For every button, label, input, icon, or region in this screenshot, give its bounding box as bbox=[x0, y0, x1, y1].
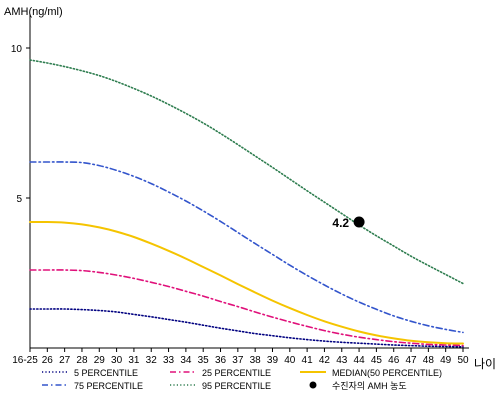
x-tick-label: 46 bbox=[388, 355, 400, 366]
x-tick-label: 34 bbox=[180, 355, 192, 366]
legend-label: 25 PERCENTILE bbox=[202, 368, 271, 378]
x-tick-label: 30 bbox=[111, 355, 123, 366]
x-tick-label: 38 bbox=[250, 355, 262, 366]
legend: 5 PERCENTILE 25 PERCENTILE MEDIAN(50 PERCE… bbox=[42, 368, 442, 391]
x-tick-label: 29 bbox=[94, 355, 106, 366]
x-tick-label: 48 bbox=[423, 355, 435, 366]
x-tick-label: 40 bbox=[284, 355, 296, 366]
x-tick-label: 50 bbox=[457, 355, 469, 366]
x-tick-label: 42 bbox=[319, 355, 331, 366]
x-tick-label: 43 bbox=[336, 355, 348, 366]
x-tick-label: 16-25 bbox=[12, 355, 38, 366]
legend-label-patient: 수진자의 AMH 농도 bbox=[332, 381, 407, 391]
y-tick-label: 5 bbox=[16, 194, 22, 205]
x-tick-label: 41 bbox=[302, 355, 314, 366]
patient-point-label: 4.2 bbox=[332, 216, 349, 230]
x-tick-label: 26 bbox=[42, 355, 54, 366]
x-tick-label: 32 bbox=[146, 355, 158, 366]
x-tick-label: 31 bbox=[128, 355, 140, 366]
patient-point-marker bbox=[353, 216, 365, 228]
series-line-75-percentile bbox=[29, 161, 464, 334]
y-tick-label: 10 bbox=[11, 44, 23, 55]
y-axis-label: AMH(ng/ml) bbox=[4, 6, 63, 18]
x-axis-label: 나이 bbox=[474, 357, 496, 371]
legend-label: 5 PERCENTILE bbox=[74, 368, 138, 378]
series-line-median-50-percentile bbox=[29, 220, 464, 345]
legend-swatch-patient bbox=[309, 381, 317, 389]
x-tick-label: 33 bbox=[163, 355, 175, 366]
x-tick-label: 28 bbox=[76, 355, 88, 366]
x-tick-label: 36 bbox=[215, 355, 227, 366]
x-tick-label: 27 bbox=[59, 355, 71, 366]
x-tick-label: 35 bbox=[198, 355, 210, 366]
axes: 5 10 16-25 26 27 28 29 30 31 32 33 34 35 36 37 38 39 40 41… bbox=[11, 14, 469, 366]
x-tick-label: 37 bbox=[232, 355, 244, 366]
series-line-95-percentile bbox=[29, 59, 464, 285]
legend-label: 95 PERCENTILE bbox=[202, 381, 271, 391]
x-tick-label: 45 bbox=[371, 355, 383, 366]
legend-label: MEDIAN(50 PERCENTILE) bbox=[332, 368, 442, 378]
patient-point: 4.2 bbox=[332, 216, 365, 230]
series-line-5-percentile bbox=[29, 308, 464, 348]
x-tick-label: 39 bbox=[267, 355, 279, 366]
legend-label: 75 PERCENTILE bbox=[74, 381, 143, 391]
x-tick-label: 47 bbox=[405, 355, 417, 366]
x-tick-label: 44 bbox=[354, 355, 366, 366]
series-line-25-percentile bbox=[29, 269, 464, 347]
x-tick-label: 49 bbox=[440, 355, 452, 366]
series-lines bbox=[29, 59, 464, 348]
